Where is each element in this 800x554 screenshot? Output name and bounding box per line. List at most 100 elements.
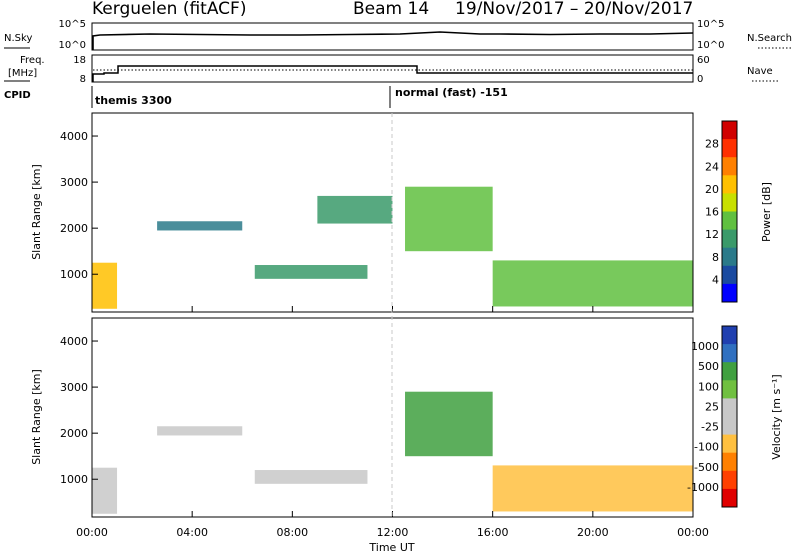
noise-right-tick-top: 10^5 — [697, 19, 724, 30]
freq-label-1: Freq. — [20, 55, 45, 66]
power-colorbar-segment — [722, 121, 737, 140]
power-y-tick-label: 4000 — [60, 130, 88, 143]
power-colorbar-frame — [721, 120, 738, 303]
velocity-colorbar-frame — [721, 325, 738, 508]
power-colorbar-segment — [722, 175, 737, 194]
velocity-echo-region — [157, 426, 243, 436]
velocity-colorbar-segment — [722, 344, 737, 363]
velocity-y-axis-label: Slant Range [km] — [30, 369, 43, 465]
x-axis-label: Time UT — [368, 541, 414, 554]
cpid-strip: themis 3300 normal (fast) -151 — [91, 86, 508, 108]
power-colorbar-segment — [722, 211, 737, 231]
power-colorbar-segment — [722, 193, 737, 212]
noise-sky-label: N.Sky — [4, 33, 32, 44]
velocity-colorbar-segment — [722, 362, 737, 381]
power-colorbar-segment — [722, 283, 737, 303]
velocity-y-tick-label: 4000 — [60, 335, 88, 348]
power-echo-region — [317, 195, 393, 224]
power-y-ticks: 4000 3000 2000 1000 — [60, 130, 98, 281]
velocity-x-ticks: 00:00 04:00 08:00 12:00 16:00 20:00 00:00 — [76, 306, 709, 539]
cpid-mode-2: normal (fast) -151 — [395, 86, 508, 99]
velocity-echo-region — [92, 467, 118, 514]
velocity-colorbar-tick-label: 25 — [705, 400, 719, 413]
power-colorbar-tick-label: 24 — [705, 160, 719, 173]
x-tick-label: 16:00 — [477, 526, 509, 539]
x-tick-label: 08:00 — [276, 526, 308, 539]
power-colorbar-segment — [722, 139, 737, 158]
x-tick-label: 20:00 — [577, 526, 609, 539]
power-colorbar-tick-label: 28 — [705, 138, 719, 151]
power-colorbar-segment — [722, 157, 737, 176]
noise-left-tick-top: 10^5 — [59, 19, 86, 30]
power-colorbar: 28 24 20 16 12 8 4 — [705, 120, 738, 303]
velocity-panel: 4000 3000 2000 1000 00:00 04:00 08:00 12:00 16:… — [30, 306, 783, 554]
power-echo-region — [254, 265, 368, 279]
velocity-y-tick-label: 2000 — [60, 427, 88, 440]
power-echo-region — [92, 262, 118, 309]
velocity-colorbar-tick-label: 1000 — [691, 340, 719, 353]
nave-label: Nave — [747, 66, 773, 77]
noise-panel: N.Sky 10^5 10^0 10^5 10^0 N.Search — [4, 19, 792, 51]
power-colorbar-label: Power [dB] — [760, 182, 773, 242]
velocity-y-tick-label: 3000 — [60, 381, 88, 394]
freq-tick-top: 18 — [73, 55, 86, 66]
cpid-label: CPID — [4, 90, 31, 101]
velocity-colorbar-tick-label: -25 — [701, 421, 719, 434]
velocity-echo-region — [492, 465, 693, 512]
velocity-colorbar: 1000 500 100 25 -25 -100 -500 -1000 — [687, 325, 738, 508]
velocity-colorbar-segment — [722, 434, 737, 454]
noise-right-tick-bottom: 10^0 — [697, 40, 724, 51]
velocity-y-ticks: 4000 3000 2000 1000 — [60, 335, 98, 486]
x-tick-label: 00:00 — [76, 526, 108, 539]
velocity-echo-region — [254, 470, 368, 484]
velocity-colorbar-segment — [722, 488, 737, 508]
velocity-colorbar-segment — [722, 416, 737, 436]
power-y-tick-label: 1000 — [60, 268, 88, 281]
noise-panel-frame — [91, 22, 694, 51]
freq-panel-frame — [91, 54, 694, 83]
power-colorbar-segment — [722, 229, 737, 249]
beam-label: Beam 14 — [353, 0, 429, 19]
velocity-colorbar-tick-label: -500 — [694, 461, 719, 474]
velocity-y-tick-label: 1000 — [60, 473, 88, 486]
power-y-axis-label: Slant Range [km] — [30, 164, 43, 260]
noise-search-label: N.Search — [747, 33, 792, 44]
x-tick-label: 04:00 — [176, 526, 208, 539]
power-colorbar-tick-label: 4 — [712, 273, 719, 286]
velocity-colorbar-segment — [722, 326, 737, 345]
power-echo-layer — [92, 186, 693, 309]
velocity-echo-region — [405, 391, 493, 457]
power-colorbar-tick-label: 8 — [712, 251, 719, 264]
velocity-colorbar-tick-label: -1000 — [687, 481, 719, 494]
nave-tick-top: 60 — [697, 55, 710, 66]
nave-tick-bottom: 0 — [697, 74, 703, 85]
power-echo-region — [492, 260, 693, 307]
velocity-colorbar-segment — [722, 398, 737, 417]
velocity-colorbar-segment — [722, 470, 737, 490]
station-title: Kerguelen (fitACF) — [92, 0, 246, 19]
x-tick-label: 12:00 — [377, 526, 409, 539]
x-tick-label: 00:00 — [677, 526, 709, 539]
velocity-colorbar-label: Velocity [m s⁻¹] — [770, 374, 783, 459]
power-y-tick-label: 2000 — [60, 222, 88, 235]
freq-label-2: [MHz] — [8, 68, 37, 79]
power-colorbar-tick-label: 12 — [705, 228, 719, 241]
power-colorbar-segment — [722, 265, 737, 285]
power-colorbar-tick-label: 16 — [705, 206, 719, 219]
power-panel: 4000 3000 2000 1000 Slant Range [km] 28 24 20… — [30, 112, 773, 313]
freq-trace — [92, 65, 693, 82]
date-range: 19/Nov/2017 – 20/Nov/2017 — [455, 0, 693, 19]
power-echo-region — [157, 221, 243, 231]
freq-panel: Freq. [MHz] 18 8 60 0 Nave CPID — [4, 54, 780, 101]
power-echo-region — [405, 186, 493, 252]
noise-left-tick-bottom: 10^0 — [59, 40, 86, 51]
power-y-tick-label: 3000 — [60, 176, 88, 189]
velocity-colorbar-segment — [722, 380, 737, 399]
cpid-mode-1: themis 3300 — [95, 94, 172, 107]
freq-tick-bottom: 8 — [80, 74, 86, 85]
power-colorbar-tick-label: 20 — [705, 183, 719, 196]
velocity-colorbar-tick-label: -100 — [694, 441, 719, 454]
velocity-colorbar-segment — [722, 452, 737, 472]
power-colorbar-segment — [722, 247, 737, 267]
